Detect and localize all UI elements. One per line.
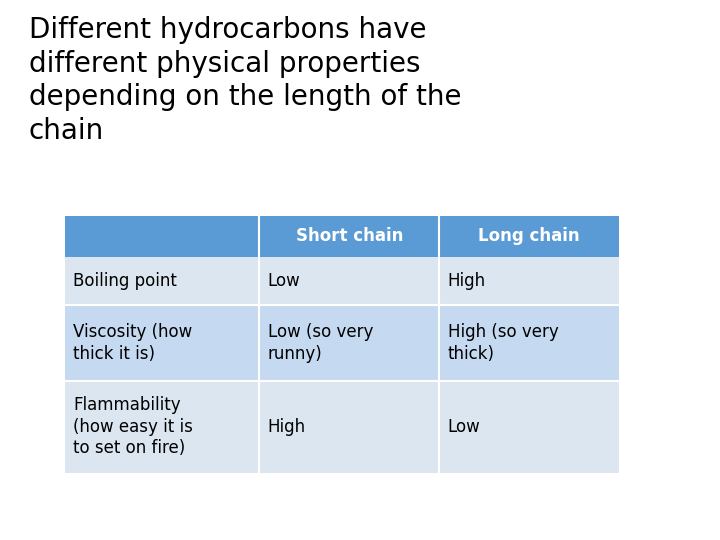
- Bar: [439, 381, 619, 472]
- Text: Different hydrocarbons have
different physical properties
depending on the lengt: Different hydrocarbons have different ph…: [29, 16, 462, 145]
- Text: Short chain: Short chain: [295, 227, 403, 245]
- Bar: [259, 381, 439, 472]
- Bar: [65, 381, 259, 472]
- Text: Low: Low: [448, 417, 480, 436]
- Text: Boiling point: Boiling point: [73, 272, 177, 290]
- Text: High: High: [448, 272, 486, 290]
- Text: Viscosity (how
thick it is): Viscosity (how thick it is): [73, 323, 193, 363]
- Bar: [259, 216, 439, 256]
- Text: Flammability
(how easy it is
to set on fire): Flammability (how easy it is to set on f…: [73, 396, 193, 457]
- Bar: [65, 216, 259, 256]
- Text: High (so very
thick): High (so very thick): [448, 323, 559, 363]
- Text: Low (so very
runny): Low (so very runny): [268, 323, 373, 363]
- Text: Low: Low: [268, 272, 300, 290]
- Bar: [439, 305, 619, 381]
- Bar: [65, 305, 259, 381]
- Bar: [439, 256, 619, 305]
- Bar: [259, 305, 439, 381]
- Bar: [65, 256, 259, 305]
- Text: High: High: [268, 417, 306, 436]
- Bar: [259, 256, 439, 305]
- Text: Long chain: Long chain: [478, 227, 580, 245]
- Bar: [439, 216, 619, 256]
